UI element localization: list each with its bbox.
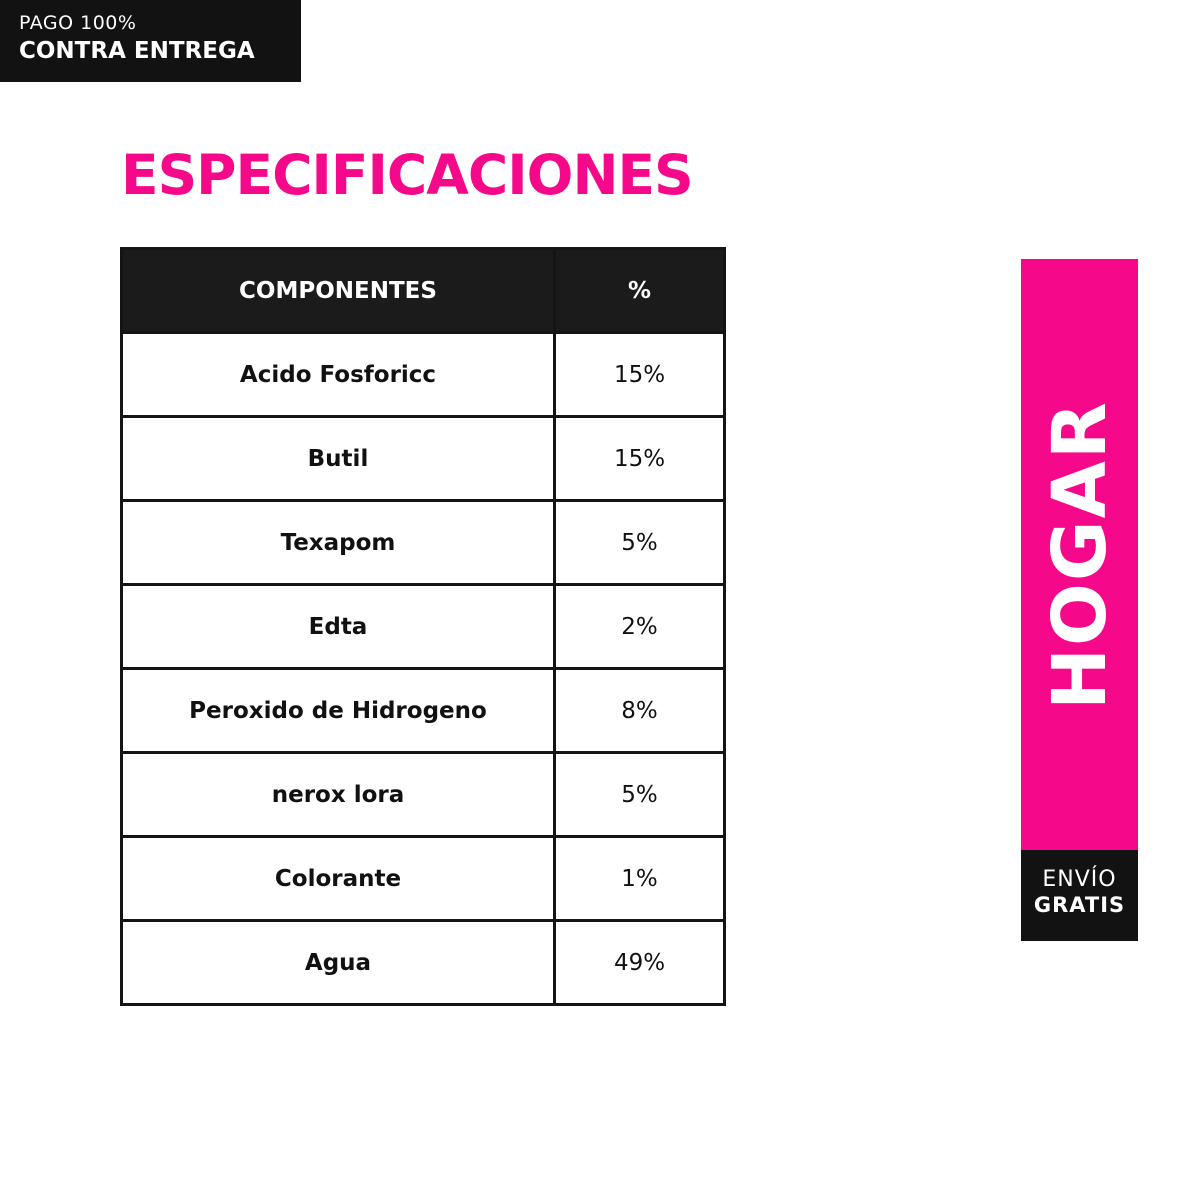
page-title: ESPECIFICACIONES — [121, 143, 694, 207]
table-row: Peroxido de Hidrogeno 8% — [120, 667, 726, 754]
category-label: HOGAR — [1036, 399, 1123, 710]
component-name: Colorante — [120, 835, 556, 922]
component-name: nerox lora — [120, 751, 556, 838]
specifications-table: COMPONENTES % Acido Fosforicc 15% Butil … — [120, 247, 726, 1006]
component-percent: 8% — [553, 667, 726, 754]
table-row: nerox lora 5% — [120, 751, 726, 838]
shipping-badge-line2: GRATIS — [1033, 893, 1126, 917]
component-name: Butil — [120, 415, 556, 502]
component-percent: 5% — [553, 499, 726, 586]
category-band: HOGAR — [1021, 259, 1138, 850]
component-percent: 2% — [553, 583, 726, 670]
table-row: Butil 15% — [120, 415, 726, 502]
column-header-percent: % — [553, 247, 726, 334]
component-percent: 15% — [553, 331, 726, 418]
component-name: Agua — [120, 919, 556, 1006]
component-name: Edta — [120, 583, 556, 670]
table-row: Acido Fosforicc 15% — [120, 331, 726, 418]
payment-badge-line2: CONTRA ENTREGA — [19, 38, 255, 64]
table-row: Agua 49% — [120, 919, 726, 1006]
component-percent: 5% — [553, 751, 726, 838]
table-row: Colorante 1% — [120, 835, 726, 922]
component-name: Texapom — [120, 499, 556, 586]
column-header-components: COMPONENTES — [120, 247, 556, 334]
component-percent: 15% — [553, 415, 726, 502]
component-percent: 1% — [553, 835, 726, 922]
component-name: Peroxido de Hidrogeno — [120, 667, 556, 754]
shipping-badge: ENVÍO GRATIS — [1021, 850, 1138, 941]
payment-badge: PAGO 100% CONTRA ENTREGA — [0, 0, 301, 82]
table-header-row: COMPONENTES % — [120, 247, 726, 334]
payment-badge-line1: PAGO 100% — [19, 12, 137, 34]
shipping-badge-line1: ENVÍO — [1042, 867, 1117, 892]
component-percent: 49% — [553, 919, 726, 1006]
component-name: Acido Fosforicc — [120, 331, 556, 418]
table-row: Edta 2% — [120, 583, 726, 670]
table-row: Texapom 5% — [120, 499, 726, 586]
